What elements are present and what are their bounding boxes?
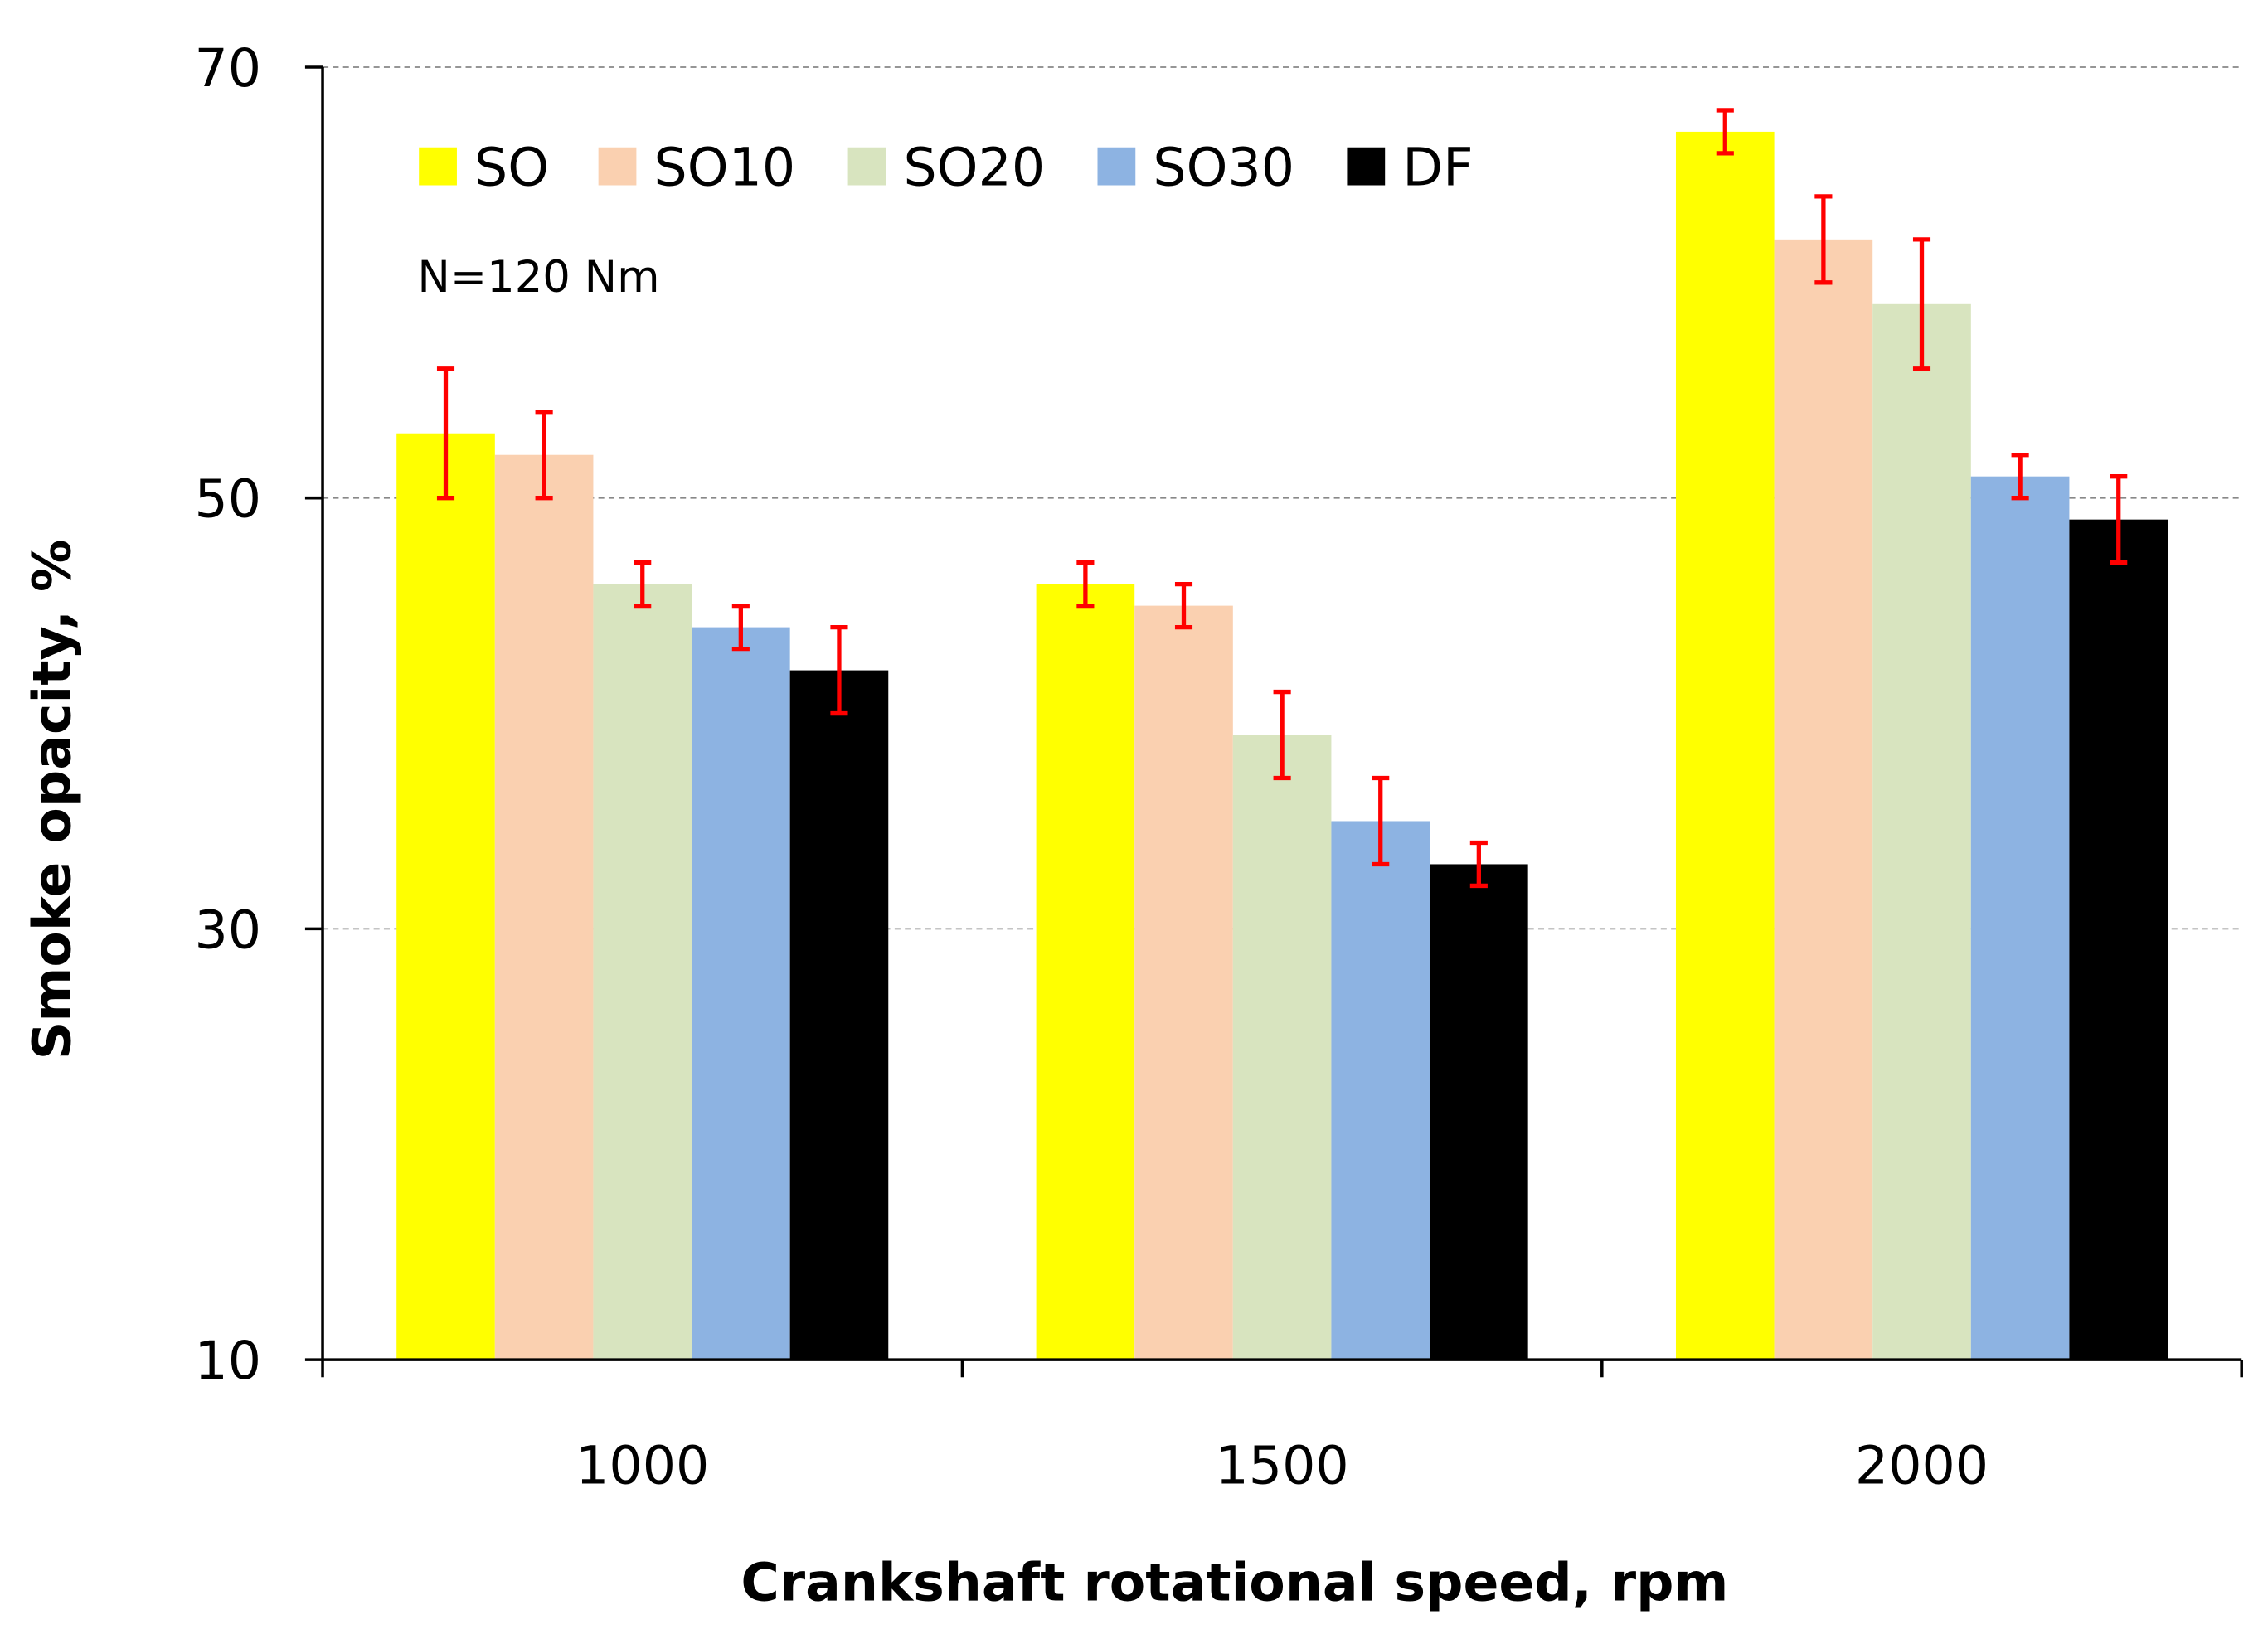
bar-so20-1000 [593, 584, 692, 1360]
y-tick-label: 70 [195, 37, 262, 99]
y-tick-label: 30 [195, 899, 262, 960]
bar-df-1500 [1430, 864, 1528, 1360]
y-tick-label: 50 [195, 468, 262, 530]
legend-swatch-so20 [847, 147, 886, 186]
bar-df-2000 [2069, 519, 2168, 1360]
y-axis-title: Smoke opacity, % [22, 540, 83, 1060]
axes: 10 30 50 70 1000 1500 2000 [195, 37, 2243, 1496]
bar-so30-2000 [1970, 476, 2070, 1360]
legend-label-so20: SO20 [903, 136, 1045, 197]
y-tick-label: 10 [195, 1330, 262, 1391]
legend-swatch-so [419, 147, 457, 186]
legend-label-df: DF [1402, 136, 1473, 197]
bar-so10-2000 [1774, 239, 1873, 1360]
x-tick-label: 1000 [575, 1435, 709, 1496]
annotation-label: N=120 Nm [417, 252, 659, 303]
bar-so-2000 [1675, 131, 1775, 1360]
bar-so20-2000 [1872, 303, 1971, 1360]
bars [396, 131, 2168, 1360]
legend: SO SO10 SO20 SO30 DF [419, 136, 1474, 197]
x-tick-label: 1500 [1216, 1435, 1349, 1496]
bar-so30-1500 [1331, 821, 1430, 1360]
bar-so10-1000 [494, 454, 594, 1360]
bar-so-1000 [396, 433, 495, 1360]
bar-df-1000 [789, 670, 889, 1360]
legend-swatch-df [1347, 147, 1386, 186]
legend-label-so10: SO10 [654, 136, 796, 197]
bar-so-1500 [1036, 584, 1135, 1360]
error-bars [436, 108, 2128, 889]
x-tick-label: 2000 [1855, 1435, 1989, 1496]
legend-label-so30: SO30 [1153, 136, 1294, 197]
x-axis-title: Crankshaft rotational speed, rpm [741, 1552, 1728, 1613]
legend-label-so: SO [474, 136, 549, 197]
bar-so30-1000 [692, 627, 790, 1360]
bar-so20-1500 [1232, 735, 1332, 1360]
legend-swatch-so30 [1097, 147, 1136, 186]
legend-swatch-so10 [598, 147, 637, 186]
bar-so10-1500 [1134, 605, 1233, 1360]
